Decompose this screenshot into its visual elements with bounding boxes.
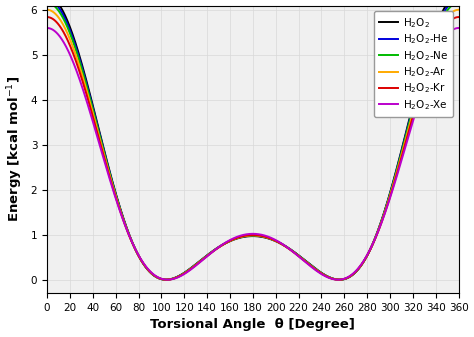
- H$_2$O$_2$-Ne: [456, 1, 461, 5]
- H$_2$O$_2$-Ar: [301, 257, 306, 262]
- H$_2$O$_2$-Xe: [301, 258, 306, 262]
- H$_2$O$_2$-Kr: [417, 91, 422, 95]
- H$_2$O$_2$-He: [456, 0, 461, 1]
- H$_2$O$_2$-Ar: [417, 86, 422, 90]
- H$_2$O$_2$-Xe: [456, 26, 461, 30]
- Line: H$_2$O$_2$-Kr: H$_2$O$_2$-Kr: [47, 17, 458, 280]
- H$_2$O$_2$-Xe: [44, 26, 50, 30]
- H$_2$O$_2$-He: [44, 0, 50, 1]
- H$_2$O$_2$-Ne: [417, 82, 422, 86]
- H$_2$O$_2$-Kr: [132, 247, 138, 251]
- H$_2$O$_2$-Ar: [456, 8, 461, 12]
- H$_2$O$_2$-Ne: [164, 278, 169, 282]
- H$_2$O$_2$-Ne: [44, 1, 50, 5]
- H$_2$O$_2$-Ar: [159, 277, 165, 281]
- Line: H$_2$O$_2$-Ar: H$_2$O$_2$-Ar: [47, 10, 458, 280]
- H$_2$O$_2$: [337, 278, 343, 282]
- H$_2$O$_2$-Xe: [293, 252, 299, 256]
- H$_2$O$_2$-Kr: [164, 278, 170, 282]
- H$_2$O$_2$-Ne: [159, 277, 165, 281]
- Y-axis label: Energy [kcal mol$^{-1}$]: Energy [kcal mol$^{-1}$]: [6, 76, 25, 222]
- Line: H$_2$O$_2$-Ne: H$_2$O$_2$-Ne: [47, 3, 458, 280]
- H$_2$O$_2$-Ne: [301, 257, 306, 261]
- H$_2$O$_2$-He: [159, 277, 165, 281]
- H$_2$O$_2$-He: [293, 251, 299, 255]
- H$_2$O$_2$-Xe: [417, 97, 422, 101]
- H$_2$O$_2$-Ar: [132, 247, 138, 251]
- H$_2$O$_2$-Xe: [159, 277, 165, 281]
- H$_2$O$_2$: [417, 78, 422, 82]
- H$_2$O$_2$-Kr: [44, 15, 50, 19]
- H$_2$O$_2$-Xe: [456, 26, 461, 30]
- H$_2$O$_2$-Xe: [165, 278, 171, 282]
- H$_2$O$_2$-Ar: [164, 278, 169, 282]
- H$_2$O$_2$-Ar: [293, 252, 299, 256]
- H$_2$O$_2$-He: [417, 80, 422, 84]
- H$_2$O$_2$: [159, 277, 165, 281]
- H$_2$O$_2$-Kr: [301, 258, 306, 262]
- X-axis label: Torsional Angle  θ [Degree]: Torsional Angle θ [Degree]: [150, 318, 355, 332]
- Line: H$_2$O$_2$-Xe: H$_2$O$_2$-Xe: [47, 28, 458, 280]
- H$_2$O$_2$: [293, 251, 299, 255]
- Legend: H$_2$O$_2$, H$_2$O$_2$-He, H$_2$O$_2$-Ne, H$_2$O$_2$-Ar, H$_2$O$_2$-Kr, H$_2$O$_: H$_2$O$_2$, H$_2$O$_2$-He, H$_2$O$_2$-Ne…: [374, 11, 453, 117]
- H$_2$O$_2$: [300, 257, 306, 261]
- H$_2$O$_2$: [132, 247, 138, 251]
- H$_2$O$_2$-He: [163, 278, 169, 282]
- H$_2$O$_2$-Xe: [132, 247, 138, 251]
- H$_2$O$_2$-Ar: [44, 8, 50, 12]
- H$_2$O$_2$-Ne: [293, 251, 299, 255]
- H$_2$O$_2$-Kr: [159, 277, 165, 281]
- H$_2$O$_2$-Kr: [293, 252, 299, 256]
- H$_2$O$_2$-Ar: [456, 8, 461, 12]
- H$_2$O$_2$-He: [132, 247, 138, 251]
- H$_2$O$_2$-Ne: [456, 1, 461, 5]
- H$_2$O$_2$-Kr: [456, 15, 461, 19]
- H$_2$O$_2$-Ne: [132, 247, 138, 251]
- H$_2$O$_2$-Kr: [456, 15, 461, 19]
- H$_2$O$_2$-He: [301, 257, 306, 261]
- Line: H$_2$O$_2$: H$_2$O$_2$: [47, 0, 458, 280]
- Line: H$_2$O$_2$-He: H$_2$O$_2$-He: [47, 0, 458, 280]
- H$_2$O$_2$-He: [456, 0, 461, 1]
